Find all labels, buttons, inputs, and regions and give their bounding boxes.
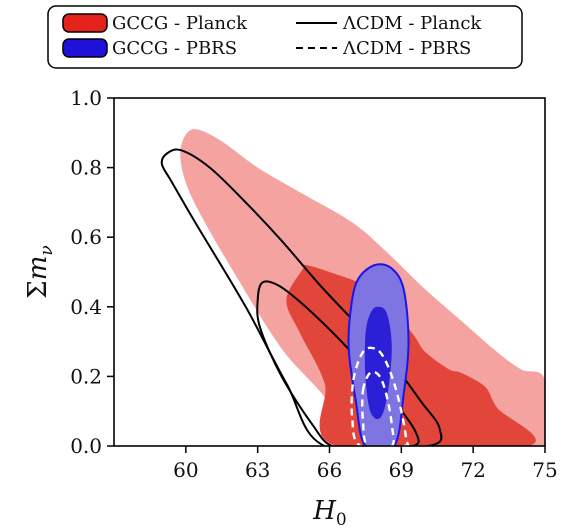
- legend-label-lcdm-planck: ΛCDM - Planck: [342, 13, 482, 34]
- lcdm-planck-contour-outer: [160, 148, 443, 446]
- x-tick-label: 69: [389, 458, 414, 482]
- y-tick-label: 0.2: [70, 364, 102, 388]
- y-tick-label: 0.6: [70, 225, 102, 249]
- legend-label-lcdm-pbrs: ΛCDM - PBRS: [342, 38, 471, 59]
- x-tick-label: 63: [245, 458, 270, 482]
- lcdm-planck-contour-inner: [256, 280, 420, 446]
- x-tick-label: 75: [532, 458, 557, 482]
- x-tick-label: 60: [173, 458, 198, 482]
- x-tick-label: 72: [460, 458, 485, 482]
- legend-swatch-gccg-pbrs: [62, 38, 108, 58]
- contour-layer: [160, 129, 545, 446]
- lcdm-pbrs-contour-outer: [350, 346, 410, 446]
- gccg-planck-contour-inner: [286, 264, 536, 446]
- legend-swatch-gccg-planck: [62, 13, 108, 33]
- gccg-pbrs-contour-inner: [364, 306, 392, 420]
- y-tick-label: 1.0: [70, 86, 102, 110]
- ticks-layer: 60 63 66 69 72 75 0.0 0.2 0.4 0.6 0.8 1.0: [70, 86, 558, 482]
- y-tick-label: 0.0: [70, 434, 102, 458]
- y-tick-label: 0.4: [70, 295, 102, 319]
- legend-frame: [47, 5, 523, 69]
- legend-label-gccg-planck: GCCG - Planck: [112, 13, 248, 34]
- plot-area: 60 63 66 69 72 75 0.0 0.2 0.4 0.6 0.8 1.0: [70, 86, 558, 482]
- legend-label-gccg-pbrs: GCCG - PBRS: [112, 38, 237, 59]
- legend: GCCG - Planck GCCG - PBRS ΛCDM - Planck …: [47, 5, 523, 69]
- y-tick-label: 0.8: [70, 156, 102, 180]
- y-axis-label: Σmν: [23, 245, 57, 298]
- x-tick-label: 66: [317, 458, 342, 482]
- y-axis-label-subscript: ν: [37, 245, 57, 255]
- x-axis-label: H0: [312, 496, 347, 529]
- x-axis-label-subscript: 0: [336, 510, 347, 529]
- lcdm-pbrs-contour-inner: [361, 370, 395, 446]
